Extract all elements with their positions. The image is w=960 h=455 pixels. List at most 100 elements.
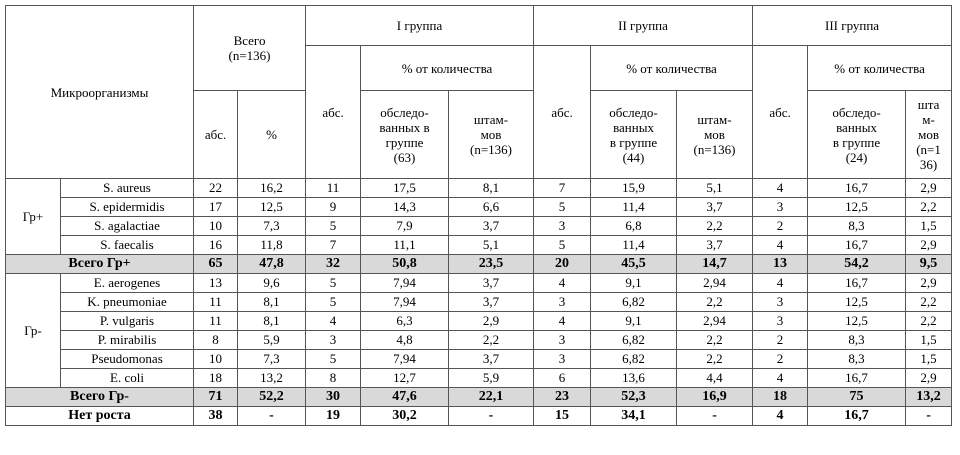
value-cell: 2,9 bbox=[905, 273, 953, 293]
group-title: III группа bbox=[752, 5, 953, 46]
value-cell: 6,6 bbox=[448, 197, 535, 217]
value-cell: 2,9 bbox=[905, 235, 953, 255]
value-cell: 4 bbox=[752, 368, 809, 388]
value-cell: - bbox=[905, 406, 953, 426]
value-cell: 4 bbox=[752, 406, 809, 426]
value-cell: 11 bbox=[193, 311, 239, 331]
value-cell: 13 bbox=[193, 273, 239, 293]
value-cell: 16,2 bbox=[237, 178, 307, 198]
value-cell: 8,1 bbox=[448, 178, 535, 198]
value-cell: 2,9 bbox=[905, 178, 953, 198]
value-cell: 14,3 bbox=[360, 197, 450, 217]
value-cell: 2,9 bbox=[448, 311, 535, 331]
value-cell: 13,2 bbox=[237, 368, 307, 388]
organism-name: P. vulgaris bbox=[59, 311, 195, 331]
value-cell: 6,82 bbox=[590, 330, 678, 350]
value-cell: - bbox=[448, 406, 535, 426]
header-strains: штам- мов (n=136) bbox=[448, 90, 535, 179]
value-cell: 11,1 bbox=[360, 235, 450, 255]
value-cell: 2,2 bbox=[676, 292, 754, 312]
value-cell: 1,5 bbox=[905, 349, 953, 369]
total-label: Всего Гр- bbox=[4, 387, 195, 407]
value-cell: 3 bbox=[752, 197, 809, 217]
header-strains: шта м- мов (n=1 36) bbox=[905, 90, 953, 179]
table-row: S. faecalis 16 11,8 7 11,1 5,1 5 11,4 3,7 4 16,7 2,… bbox=[6, 235, 953, 255]
organism-name: S. aureus bbox=[59, 178, 195, 198]
header-abs: абс. bbox=[533, 45, 592, 179]
value-cell: 30 bbox=[305, 387, 362, 407]
table-row: абс.% обследо- ванных в группе (63) штам- … bbox=[6, 90, 953, 179]
value-cell: 34,1 bbox=[590, 406, 678, 426]
value-cell: 3 bbox=[752, 292, 809, 312]
value-cell: 4 bbox=[533, 273, 592, 293]
value-cell: 8,3 bbox=[807, 330, 907, 350]
value-cell: 32 bbox=[305, 254, 362, 274]
value-cell: 7,3 bbox=[237, 349, 307, 369]
value-cell: 11 bbox=[305, 178, 362, 198]
value-cell: 8 bbox=[193, 330, 239, 350]
value-cell: 12,5 bbox=[807, 311, 907, 331]
value-cell: 3,7 bbox=[448, 292, 535, 312]
header-examined: обследо- ванных в группе (24) bbox=[807, 90, 907, 179]
value-cell: 9,1 bbox=[590, 273, 678, 293]
value-cell: - bbox=[237, 406, 307, 426]
value-cell: 3,7 bbox=[676, 197, 754, 217]
value-cell: 5 bbox=[533, 197, 592, 217]
value-cell: 54,2 bbox=[807, 254, 907, 274]
value-cell: 47,8 bbox=[237, 254, 307, 274]
value-cell: 3,7 bbox=[676, 235, 754, 255]
value-cell: 13,6 bbox=[590, 368, 678, 388]
value-cell: 5 bbox=[305, 216, 362, 236]
value-cell: 3,7 bbox=[448, 349, 535, 369]
organism-name: S. agalactiae bbox=[59, 216, 195, 236]
group-label: Гр- bbox=[5, 273, 61, 388]
value-cell: 16,7 bbox=[807, 406, 907, 426]
table-row: Всего Гр+ 65 47,8 32 50,8 23,5 20 45,5 14,7 13 54,… bbox=[4, 254, 953, 274]
value-cell: 10 bbox=[193, 349, 239, 369]
table-row: S. epidermidis 17 12,5 9 14,3 6,6 5 11,4 3,7 3 12,… bbox=[6, 197, 953, 217]
table-row: K. pneumoniae 11 8,1 5 7,94 3,7 3 6,82 2,2 3 12,5 2… bbox=[6, 292, 953, 312]
organism-name: E. aerogenes bbox=[59, 273, 195, 293]
value-cell: 7,94 bbox=[360, 349, 450, 369]
value-cell: 2,2 bbox=[676, 216, 754, 236]
value-cell: 52,2 bbox=[237, 387, 307, 407]
organism-name: P. mirabilis bbox=[59, 330, 195, 350]
value-cell: 3 bbox=[533, 349, 592, 369]
value-cell: 45,5 bbox=[590, 254, 678, 274]
value-cell: 8,1 bbox=[237, 292, 307, 312]
table-row: S. agalactiae 10 7,3 5 7,9 3,7 3 6,8 2,2 2 8,3 1,5 bbox=[6, 216, 953, 236]
no-growth-label: Нет роста bbox=[4, 406, 195, 426]
value-cell: 15 bbox=[533, 406, 592, 426]
value-cell: 16,9 bbox=[676, 387, 754, 407]
value-cell: 52,3 bbox=[590, 387, 678, 407]
value-cell: 8,3 bbox=[807, 216, 907, 236]
value-cell: 12,7 bbox=[360, 368, 450, 388]
header-abs: абс. bbox=[305, 45, 362, 179]
organism-name: Pseudomonas bbox=[59, 349, 195, 369]
value-cell: 20 bbox=[533, 254, 592, 274]
value-cell: 3,7 bbox=[448, 216, 535, 236]
header-total: Всего (n=136) bbox=[193, 5, 307, 91]
value-cell: 38 bbox=[193, 406, 239, 426]
value-cell: 10 bbox=[193, 216, 239, 236]
organism-name: S. epidermidis bbox=[59, 197, 195, 217]
value-cell: 4,4 bbox=[676, 368, 754, 388]
value-cell: 2 bbox=[752, 349, 809, 369]
value-cell: 23 bbox=[533, 387, 592, 407]
value-cell: 18 bbox=[752, 387, 809, 407]
value-cell: 23,5 bbox=[448, 254, 535, 274]
organism-name: S. faecalis bbox=[59, 235, 195, 255]
value-cell: 9,1 bbox=[590, 311, 678, 331]
value-cell: - bbox=[676, 406, 754, 426]
group-title: II группа bbox=[533, 5, 754, 46]
header-microorganisms: Микроорганизмы bbox=[4, 5, 195, 179]
value-cell: 18 bbox=[193, 368, 239, 388]
value-cell: 9,5 bbox=[905, 254, 953, 274]
value-cell: 22,1 bbox=[448, 387, 535, 407]
value-cell: 11,8 bbox=[237, 235, 307, 255]
group-title: I группа bbox=[305, 5, 535, 46]
value-cell: 6,82 bbox=[590, 349, 678, 369]
value-cell: 22 bbox=[193, 178, 239, 198]
value-cell: 6,82 bbox=[590, 292, 678, 312]
value-cell: 1,5 bbox=[905, 216, 953, 236]
